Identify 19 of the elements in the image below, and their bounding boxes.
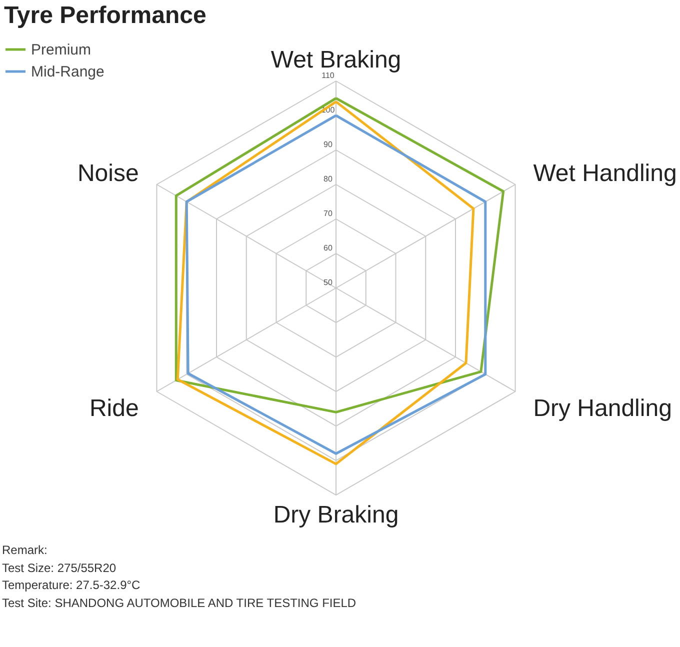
spoke-label: Ride xyxy=(89,394,139,422)
y-tick-label: 60 xyxy=(324,244,333,252)
text: Test Site: SHANDONG AUTOMOBILE AND TIRE TESTING FIELD xyxy=(2,594,358,612)
text: Remark: xyxy=(2,542,48,559)
spoke-label: Dry Handling xyxy=(533,394,672,422)
spoke-label: Noise xyxy=(77,160,139,188)
spoke-label: Wet Braking xyxy=(270,46,402,74)
legend-label: Mid-Range xyxy=(31,64,104,80)
spoke-label: Wet Handling xyxy=(533,160,677,188)
y-tick-label: 50 xyxy=(324,278,333,287)
spoke-label: Dry Braking xyxy=(273,502,399,529)
y-tick-label: 90 xyxy=(324,140,333,149)
text: Temperature: 27.5-32.9°C xyxy=(2,577,142,594)
legend-label: Premium xyxy=(31,42,92,58)
y-tick-label: 110 xyxy=(322,71,335,80)
y-tick-label: 80 xyxy=(324,174,333,184)
text: Test Size: 275/55R20 xyxy=(2,560,118,576)
y-tick-label: 70 xyxy=(324,209,333,218)
chart-title: Tyre Performance xyxy=(4,2,206,29)
